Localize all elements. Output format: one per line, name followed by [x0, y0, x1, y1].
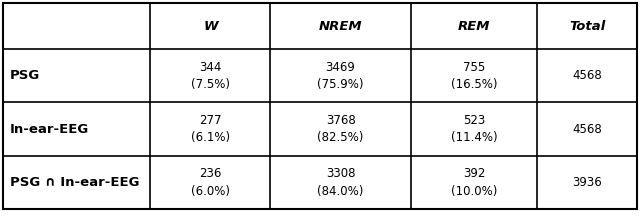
Text: In-ear-EEG: In-ear-EEG: [10, 123, 89, 136]
Text: Total: Total: [569, 20, 605, 33]
Text: 755
(16.5%): 755 (16.5%): [451, 61, 497, 91]
Text: PSG ∩ In-ear-EEG: PSG ∩ In-ear-EEG: [10, 176, 139, 189]
Text: NREM: NREM: [319, 20, 362, 33]
Text: 277
(6.1%): 277 (6.1%): [191, 114, 230, 144]
Text: 236
(6.0%): 236 (6.0%): [191, 167, 230, 198]
Text: 3768
(82.5%): 3768 (82.5%): [317, 114, 364, 144]
Text: 3469
(75.9%): 3469 (75.9%): [317, 61, 364, 91]
Text: REM: REM: [458, 20, 490, 33]
Text: 4568: 4568: [572, 69, 602, 82]
Text: 3936: 3936: [572, 176, 602, 189]
Text: 3308
(84.0%): 3308 (84.0%): [317, 167, 364, 198]
Text: 392
(10.0%): 392 (10.0%): [451, 167, 497, 198]
Text: 344
(7.5%): 344 (7.5%): [191, 61, 230, 91]
Text: PSG: PSG: [10, 69, 40, 82]
Text: 523
(11.4%): 523 (11.4%): [451, 114, 497, 144]
Text: W: W: [203, 20, 218, 33]
Text: 4568: 4568: [572, 123, 602, 136]
